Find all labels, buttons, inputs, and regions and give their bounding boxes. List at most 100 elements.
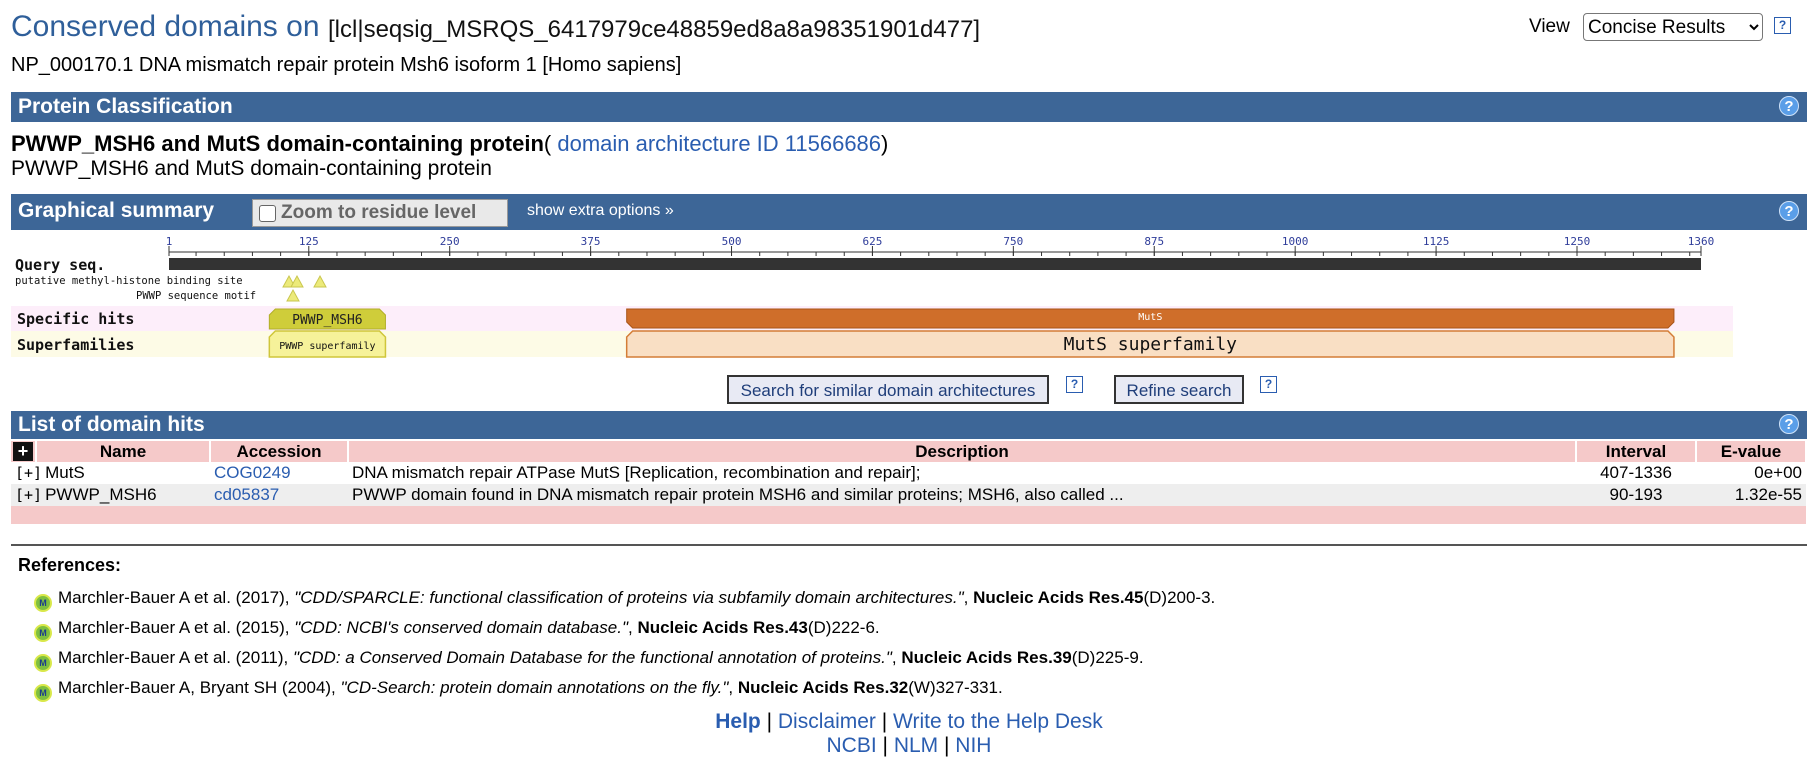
ref-pages: (D)225-9. (1071, 648, 1144, 667)
protein-classification-help-icon[interactable]: ? (1779, 96, 1799, 116)
ref-pages: (W)327-331. (908, 678, 1003, 697)
table-row: [+] MutS COG0249 DNA mismatch repair ATPa… (11, 462, 1806, 484)
expand-row-icon[interactable]: [+] (15, 464, 43, 482)
site-marker-3[interactable] (313, 274, 327, 288)
protein-classification-title: Protein Classification (18, 95, 233, 118)
ref-journal: Nucleic Acids Res.39 (901, 648, 1072, 667)
open-paren: ( (543, 131, 558, 156)
ref-journal: Nucleic Acids Res.32 (737, 678, 909, 697)
ref-authors: Marchler-Bauer A et al. (2015), (58, 618, 295, 637)
superfamily-mark[interactable] (625, 330, 1675, 358)
table-footer-cell (11, 506, 1806, 524)
show-extra-options-link[interactable]: show extra options » (527, 202, 674, 219)
ruler-tick-label: 375 (581, 236, 601, 248)
hit-accession-link[interactable]: COG0249 (214, 463, 291, 482)
specific-hit-mark[interactable] (626, 308, 1675, 329)
zoom-toggle[interactable]: Zoom to residue level (252, 199, 508, 227)
ruler-ticks: 1 125 250 375 500 625 750 875 1000 1125 1250 1360 (166, 236, 1715, 256)
refine-search-button[interactable]: Refine search (1114, 375, 1244, 404)
hits-layer: PWWP_MSH6 MutS PWWP superfamily MutS superf… (268, 308, 1675, 358)
ruler-tick-label: 1360 (1688, 236, 1715, 248)
ruler-tick-label: 875 (1144, 236, 1164, 248)
hit-accession-cell: COG0249 (210, 462, 348, 484)
pwwp-motif-label: PWWP sequence motif (136, 290, 256, 302)
footer-helpdesk-link[interactable]: Write to the Help Desk (893, 710, 1103, 733)
motif-marker[interactable] (286, 288, 300, 302)
footer-nih-link[interactable]: NIH (955, 734, 992, 757)
hit-accession-cell: cd05837 (210, 484, 348, 506)
ref-journal: Nucleic Acids Res.43 (637, 618, 808, 637)
footer-nlm-link[interactable]: NLM (893, 734, 939, 757)
domain-hits-help-icon[interactable]: ? (1779, 414, 1799, 434)
zoom-checkbox[interactable] (259, 205, 276, 222)
protein-classification-bar: Protein Classification ? (11, 92, 1807, 122)
hit-description: PWWP domain found in DNA mismatch repair… (348, 484, 1576, 506)
col-name[interactable]: Name (36, 441, 211, 462)
ruler-tick-label: 500 (722, 236, 742, 248)
col-description[interactable]: Description (348, 441, 1577, 462)
references-heading: References: (18, 555, 122, 575)
hit-name: MutS (45, 463, 85, 482)
query-sequence-bar (169, 258, 1701, 270)
specific-hit-label: MutS (1138, 312, 1162, 323)
domain-graphic: 1 125 250 375 500 625 750 875 1000 1125 1250 1360 Q… (11, 236, 1733, 358)
graphical-summary-help-icon[interactable]: ? (1779, 201, 1799, 221)
ref-title: "CD-Search: protein domain annotations o… (340, 678, 729, 697)
domain-hits-bar: List of domain hits ? (11, 411, 1807, 439)
hit-accession-link[interactable]: cd05837 (214, 485, 280, 504)
page-title: Conserved domains on (11, 10, 320, 43)
ruler-tick-label: 1000 (1282, 236, 1309, 248)
refine-search-help-icon[interactable]: ? (1260, 376, 1277, 393)
footer-help-link[interactable]: Help (715, 710, 761, 733)
ref-pages: (D)222-6. (807, 618, 880, 637)
reference-item: M Marchler-Bauer A et al. (2011), "CDD: a… (34, 648, 1144, 672)
search-similar-help-icon[interactable]: ? (1066, 376, 1083, 393)
footer-separator: | (875, 710, 894, 733)
footer-disclaimer-link[interactable]: Disclaimer (777, 710, 876, 733)
hit-interval: 407-1336 (1600, 463, 1672, 482)
pubmed-icon[interactable]: M (34, 684, 52, 702)
view-help-icon[interactable]: ? (1774, 17, 1791, 34)
ref-title: "CDD/SPARCLE: functional classification … (294, 588, 964, 607)
close-paren: ) (881, 131, 889, 156)
hit-description: DNA mismatch repair ATPase MutS [Replica… (352, 463, 921, 482)
view-label: View (1529, 16, 1570, 37)
view-select[interactable]: Concise Results (1583, 13, 1763, 41)
hit-name: PWWP_MSH6 (45, 485, 157, 504)
col-evalue[interactable]: E-value (1696, 441, 1807, 462)
classification-name: PWWP_MSH6 and MutS domain-containing pro… (11, 131, 544, 156)
footer-separator: | (876, 734, 894, 757)
pubmed-icon[interactable]: M (34, 654, 52, 672)
specific-hit-mark[interactable] (268, 308, 386, 330)
table-header-row: + Name Accession Description Interval E-… (11, 441, 1807, 462)
ref-sep: , (963, 588, 974, 607)
col-interval[interactable]: Interval (1576, 441, 1697, 462)
pubmed-icon[interactable]: M (34, 624, 52, 642)
reference-item: M Marchler-Bauer A et al. (2015), "CDD: N… (34, 618, 880, 642)
hit-evalue: 1.32e-55 (1696, 484, 1806, 506)
ref-authors: Marchler-Bauer A, Bryant SH (2004), (58, 678, 341, 697)
methyl-histone-site-label: putative methyl-histone binding site (15, 275, 243, 287)
superfamily-mark[interactable] (268, 330, 387, 358)
site-marker-2[interactable] (290, 274, 304, 288)
ruler-tick-label: 250 (440, 236, 460, 248)
col-accession[interactable]: Accession (210, 441, 349, 462)
table-footer-row (11, 506, 1806, 524)
expand-row-icon[interactable]: [+] (15, 486, 43, 504)
pubmed-icon[interactable]: M (34, 594, 52, 612)
specific-hits-label: Specific hits (17, 310, 134, 328)
protein-classification-name: PWWP_MSH6 and MutS domain-containing pro… (11, 131, 888, 157)
ref-sep: , (728, 678, 738, 697)
superfamilies-label: Superfamilies (17, 336, 134, 354)
footer-links-primary: Help | Disclaimer | Write to the Help De… (0, 710, 1818, 734)
ref-journal: Nucleic Acids Res.45 (973, 588, 1144, 607)
search-similar-architectures-button[interactable]: Search for similar domain architectures (727, 375, 1049, 404)
ref-pages: (D)200-3. (1143, 588, 1216, 607)
ruler-tick-label: 1 (166, 236, 173, 248)
domain-architecture-link[interactable]: domain architecture ID 11566686 (557, 131, 882, 156)
expand-all-icon[interactable]: + (13, 441, 33, 461)
hit-interval: 90-193 (1576, 484, 1696, 506)
graphical-summary-title: Graphical summary (18, 199, 215, 222)
ruler-tick-label: 1125 (1423, 236, 1450, 248)
footer-ncbi-link[interactable]: NCBI (826, 734, 877, 757)
